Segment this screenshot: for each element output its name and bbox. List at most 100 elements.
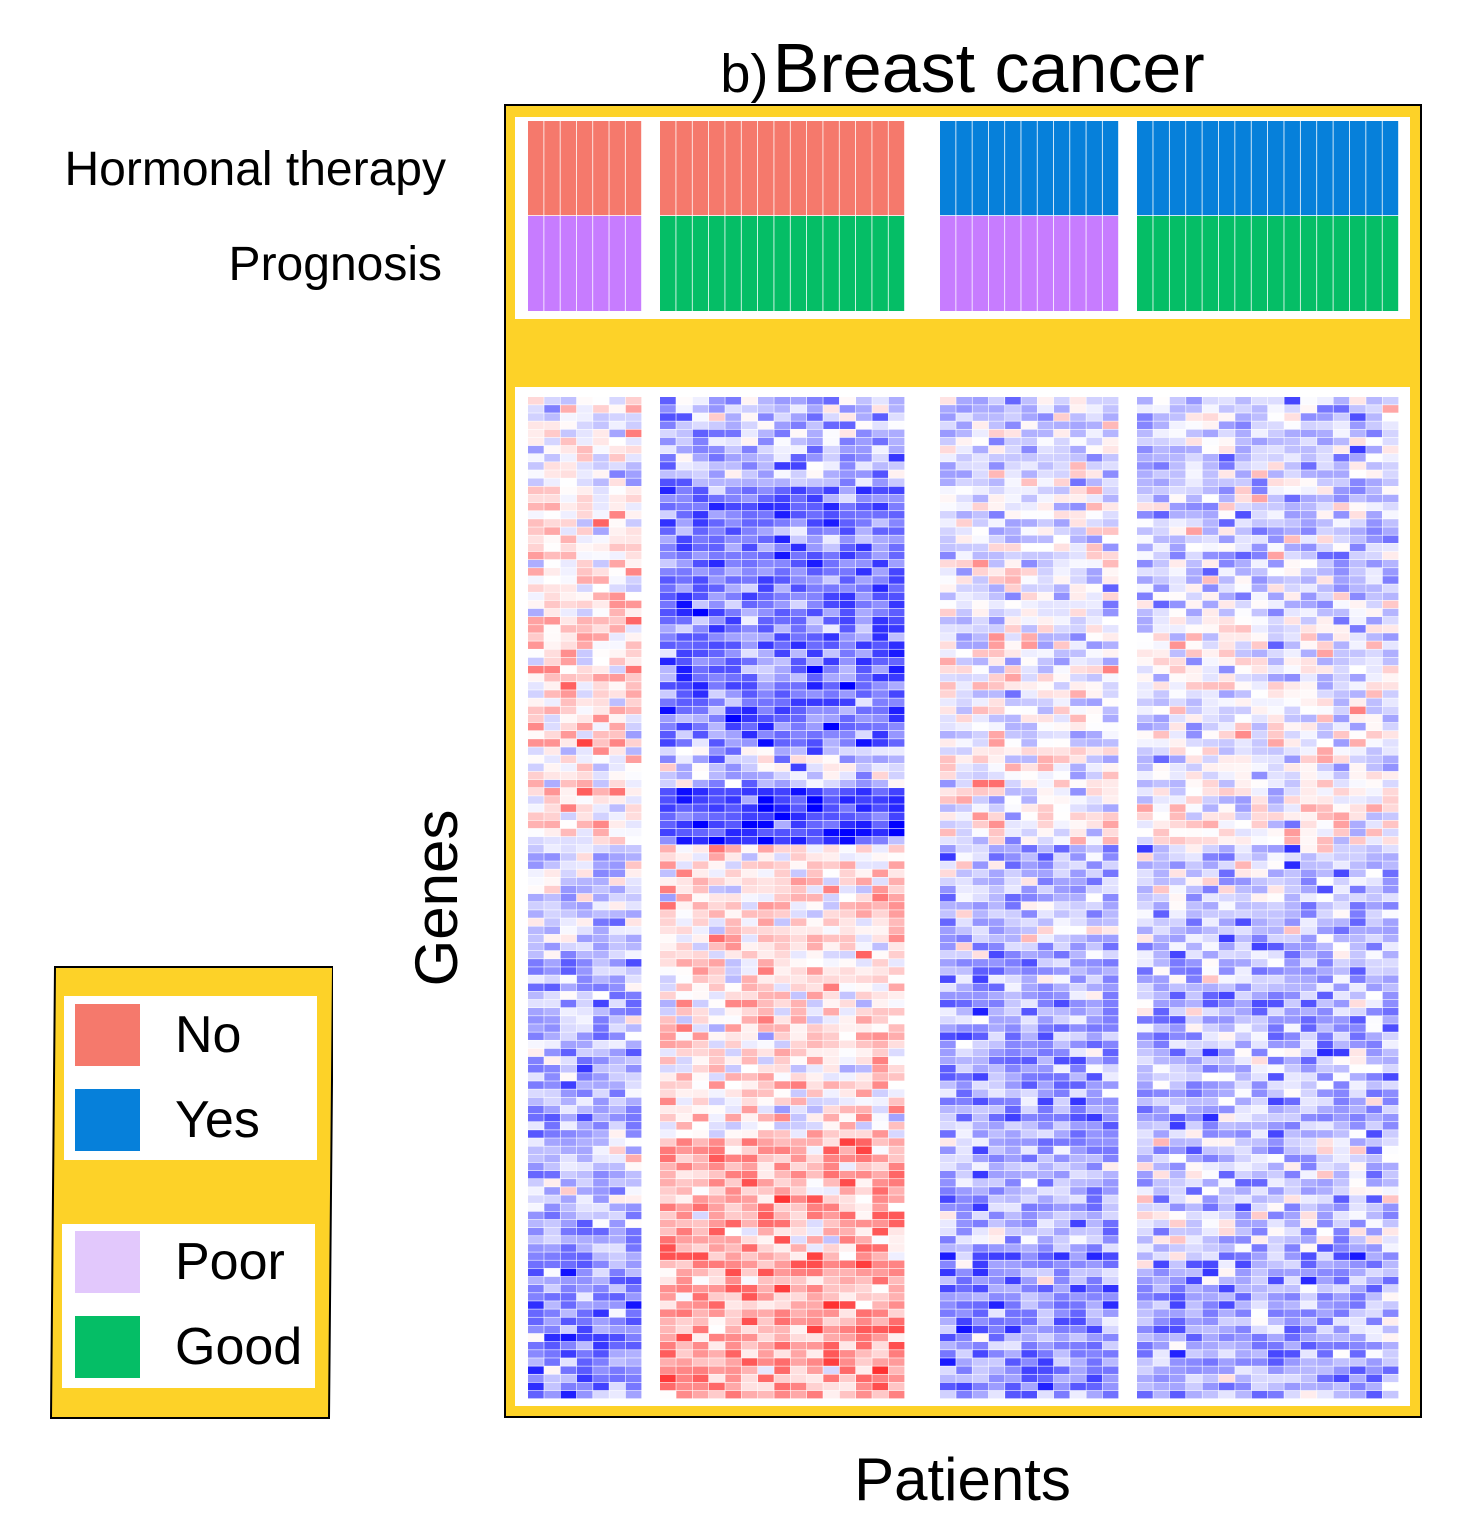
heatmap-cell bbox=[1349, 739, 1366, 747]
annotation-prognosis-cell bbox=[774, 216, 790, 311]
heatmap-cell bbox=[1202, 804, 1219, 812]
heatmap-cell bbox=[807, 657, 823, 666]
heatmap-cell bbox=[956, 942, 972, 951]
heatmap-cell bbox=[1053, 633, 1070, 641]
heatmap-cell bbox=[823, 877, 840, 886]
heatmap-cell bbox=[823, 828, 840, 837]
heatmap-cell bbox=[790, 568, 807, 576]
heatmap-cell bbox=[758, 1007, 774, 1016]
heatmap-cell bbox=[1300, 771, 1317, 780]
heatmap-cell bbox=[676, 470, 693, 478]
heatmap-cell bbox=[741, 1366, 758, 1374]
heatmap-cell bbox=[625, 584, 642, 592]
heatmap-cell bbox=[609, 1309, 626, 1317]
heatmap-cell bbox=[1005, 592, 1021, 601]
heatmap-cell bbox=[1235, 429, 1252, 438]
heatmap-cell bbox=[1037, 1203, 1054, 1212]
heatmap-cell bbox=[839, 462, 856, 470]
heatmap-cell bbox=[544, 1195, 560, 1203]
heatmap-cell bbox=[1333, 771, 1350, 780]
heatmap-cell bbox=[1268, 755, 1284, 763]
heatmap-cell bbox=[988, 429, 1005, 438]
heatmap-cell bbox=[692, 682, 709, 690]
heatmap-cell bbox=[625, 551, 642, 560]
heatmap-cell bbox=[1349, 698, 1366, 706]
heatmap-cell bbox=[774, 527, 791, 535]
heatmap-cell bbox=[676, 771, 693, 780]
heatmap-cell bbox=[660, 429, 676, 438]
heatmap-cell bbox=[741, 1130, 758, 1138]
annotation-prognosis-cell bbox=[528, 216, 544, 311]
heatmap-cell bbox=[1137, 576, 1153, 584]
heatmap-cell bbox=[576, 942, 593, 951]
heatmap-cell bbox=[758, 1203, 774, 1212]
heatmap-cell bbox=[940, 1333, 956, 1342]
heatmap-cell bbox=[1102, 1154, 1119, 1163]
annotation-hormonal-cell bbox=[1300, 121, 1317, 216]
heatmap-cell bbox=[988, 673, 1005, 682]
heatmap-cell bbox=[1037, 1007, 1054, 1016]
heatmap-cell bbox=[1284, 437, 1301, 446]
heatmap-cell bbox=[660, 1130, 676, 1138]
heatmap-cell bbox=[1102, 893, 1119, 902]
heatmap-cell bbox=[1268, 559, 1284, 568]
heatmap-cell bbox=[940, 820, 956, 829]
heatmap-cell bbox=[774, 535, 791, 544]
heatmap-cell bbox=[856, 437, 872, 446]
heatmap-cell bbox=[625, 910, 642, 918]
heatmap-cell bbox=[790, 1252, 807, 1260]
heatmap-cell bbox=[790, 1301, 807, 1309]
heatmap-cell bbox=[625, 470, 642, 478]
heatmap-cell bbox=[593, 910, 609, 918]
heatmap-cell bbox=[1053, 429, 1070, 438]
heatmap-cell bbox=[660, 397, 676, 405]
heatmap-cell bbox=[1021, 1187, 1038, 1195]
heatmap-cell bbox=[1021, 421, 1038, 429]
heatmap-cell bbox=[1366, 437, 1383, 446]
heatmap-cell bbox=[1300, 657, 1317, 666]
heatmap-cell bbox=[1235, 511, 1252, 519]
heatmap-cell bbox=[544, 1211, 560, 1220]
heatmap-cell bbox=[560, 1325, 577, 1334]
heatmap-cell bbox=[660, 779, 676, 788]
heatmap-cell bbox=[725, 942, 742, 951]
heatmap-cell bbox=[1070, 779, 1086, 788]
heatmap-cell bbox=[660, 1276, 676, 1285]
heatmap-cell bbox=[593, 1260, 609, 1269]
heatmap-cell bbox=[856, 1073, 872, 1081]
heatmap-cell bbox=[758, 926, 774, 935]
heatmap-cell bbox=[1021, 942, 1038, 951]
heatmap-cell bbox=[988, 1195, 1005, 1203]
heatmap-cell bbox=[856, 1350, 872, 1358]
heatmap-cell bbox=[956, 1382, 972, 1391]
heatmap-cell bbox=[528, 1138, 544, 1146]
heatmap-cell bbox=[839, 910, 856, 918]
heatmap-cell bbox=[1021, 845, 1038, 853]
heatmap-cell bbox=[1300, 421, 1317, 429]
heatmap-cell bbox=[709, 1187, 725, 1195]
heatmap-cell bbox=[1070, 755, 1086, 763]
heatmap-cell bbox=[576, 397, 593, 405]
heatmap-cell bbox=[709, 1048, 725, 1057]
heatmap-cell bbox=[1333, 429, 1350, 438]
heatmap-cell bbox=[856, 934, 872, 943]
heatmap-cell bbox=[741, 1048, 758, 1057]
heatmap-cell bbox=[823, 1016, 840, 1024]
heatmap-cell bbox=[758, 991, 774, 1000]
heatmap-cell bbox=[1284, 470, 1301, 478]
annotation-hormonal-cell bbox=[741, 121, 758, 216]
heatmap-cell bbox=[823, 779, 840, 788]
heatmap-cell bbox=[1349, 397, 1366, 405]
heatmap-cell bbox=[758, 454, 774, 462]
heatmap-cell bbox=[888, 1024, 905, 1032]
heatmap-cell bbox=[988, 731, 1005, 739]
heatmap-cell bbox=[544, 942, 560, 951]
heatmap-cell bbox=[1102, 437, 1119, 446]
heatmap-cell bbox=[1317, 584, 1333, 592]
heatmap-cell bbox=[660, 478, 676, 487]
heatmap-cell bbox=[774, 405, 791, 413]
heatmap-cell bbox=[560, 820, 577, 829]
heatmap-cell bbox=[888, 779, 905, 788]
heatmap-cell bbox=[544, 959, 560, 967]
heatmap-cell bbox=[1005, 429, 1021, 438]
